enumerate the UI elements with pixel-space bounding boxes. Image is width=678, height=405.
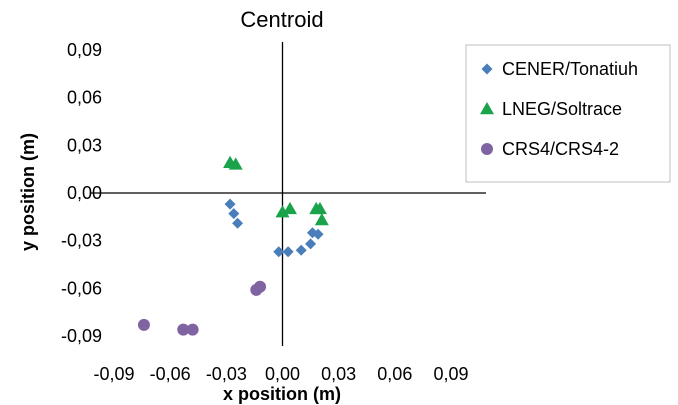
- legend-frame: [465, 44, 671, 183]
- series-2: [223, 155, 329, 226]
- y-tick-label: -0,06: [61, 278, 102, 298]
- x-tick-label: 0,09: [433, 364, 468, 384]
- legend-marker-triangle: [480, 102, 494, 115]
- data-point-triangle: [312, 201, 327, 215]
- y-tick-label: 0,03: [67, 135, 102, 155]
- data-point-triangle: [282, 201, 297, 215]
- data-point-diamond: [312, 228, 324, 240]
- data-point-diamond: [305, 238, 317, 250]
- chart-title: Centroid: [240, 7, 323, 32]
- y-tick-label: -0,03: [61, 231, 102, 251]
- x-tick-label: -0,09: [93, 364, 134, 384]
- data-point-circle: [254, 280, 267, 293]
- x-tick-label: 0,00: [265, 364, 300, 384]
- x-axis-title: x position (m): [223, 384, 341, 404]
- data-point-diamond: [295, 244, 307, 256]
- legend-label: CRS4/CRS4-2: [502, 139, 619, 159]
- x-tick-label: -0,03: [206, 364, 247, 384]
- data-point-triangle: [314, 213, 329, 226]
- y-tick-label: 0,09: [67, 40, 102, 60]
- data-point-diamond: [228, 208, 240, 220]
- x-tick-label: -0,06: [150, 364, 191, 384]
- data-point-circle: [186, 323, 199, 336]
- y-tick-label: 0,06: [67, 88, 102, 108]
- series-3: [137, 280, 267, 336]
- legend-marker-diamond: [481, 63, 493, 75]
- y-tick-label: -0,09: [61, 326, 102, 346]
- data-point-diamond: [232, 217, 244, 229]
- y-tick-label: 0,00: [67, 183, 102, 203]
- data-point-circle: [177, 323, 190, 336]
- legend-label: CENER/Tonatiuh: [502, 59, 638, 79]
- legend-label: LNEG/Soltrace: [502, 99, 622, 119]
- y-axis-title: y position (m): [18, 133, 38, 251]
- plot-area: -0,09 -0,06 -0,03 0,00 0,03 0,06 0,09 0,09 0,06 0…: [61, 40, 486, 384]
- data-point-diamond: [224, 198, 236, 210]
- data-point-triangle: [275, 205, 290, 218]
- data-point-diamond: [282, 246, 294, 258]
- x-tick-label: 0,03: [321, 364, 356, 384]
- legend-marker-circle: [481, 143, 493, 155]
- series-1: [224, 198, 324, 258]
- legend: CENER/Tonatiuh LNEG/Soltrace CRS4/CRS4-2: [465, 44, 671, 183]
- x-tick-label: 0,06: [377, 364, 412, 384]
- data-point-circle: [137, 318, 150, 331]
- data-point-diamond: [273, 246, 285, 258]
- data-point-triangle: [228, 157, 243, 170]
